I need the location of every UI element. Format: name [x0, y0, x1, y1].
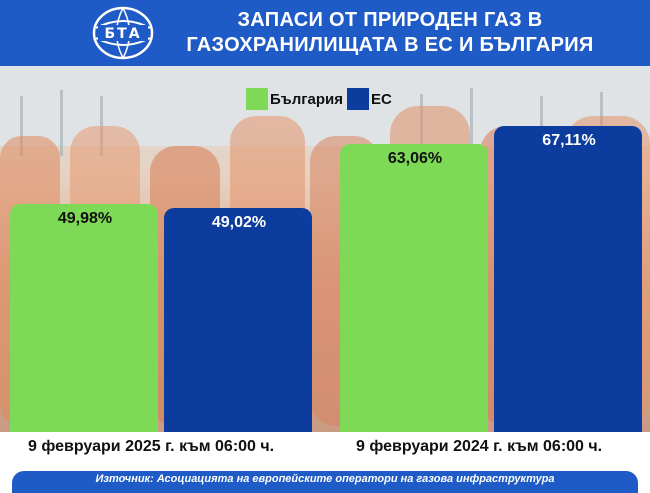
- legend-item-eu: ЕС: [346, 88, 392, 110]
- bar-eu-1: [494, 125, 642, 432]
- legend: България ЕС: [246, 88, 392, 110]
- header-banner: БТА ЗАПАСИ ОТ ПРИРОДЕН ГАЗ В ГАЗОХРАНИЛИ…: [0, 0, 650, 66]
- data-label-eu-1: 67,11%: [542, 131, 596, 149]
- legend-label-eu: ЕС: [370, 90, 392, 108]
- category-label-2024: 9 февруари 2024 г. към 06:00 ч.: [356, 438, 603, 455]
- legend-label-bulgaria: България: [270, 90, 343, 108]
- legend-swatch-bulgaria: [246, 88, 268, 110]
- logo-text: БТА: [104, 26, 141, 42]
- bar-bulgaria-1: [340, 144, 488, 432]
- source-note: Източник: Асоциацията на европейските оп…: [12, 471, 638, 493]
- bar-eu-0: [164, 208, 312, 432]
- data-label-eu-0: 49,02%: [211, 214, 267, 232]
- bar-bulgaria-0: [10, 204, 158, 432]
- page-title: ЗАПАСИ ОТ ПРИРОДЕН ГАЗ В ГАЗОХРАНИЛИЩАТА…: [160, 8, 620, 58]
- title-line-1: ЗАПАСИ ОТ ПРИРОДЕН ГАЗ В: [237, 9, 543, 31]
- category-label-2025: 9 февруари 2025 г. към 06:00 ч.: [28, 438, 275, 455]
- bta-logo: БТА: [92, 6, 154, 60]
- data-label-bulgaria-1: 63,06%: [387, 150, 443, 168]
- category-axis: 9 февруари 2025 г. към 06:00 ч. 9 февруа…: [0, 432, 650, 466]
- legend-swatch-eu: [346, 88, 369, 110]
- legend-item-bulgaria: България: [246, 88, 343, 110]
- title-line-2: ГАЗОХРАНИЛИЩАТА В ЕС И БЪЛГАРИЯ: [186, 34, 594, 56]
- data-label-bulgaria-0: 49,98%: [57, 210, 113, 228]
